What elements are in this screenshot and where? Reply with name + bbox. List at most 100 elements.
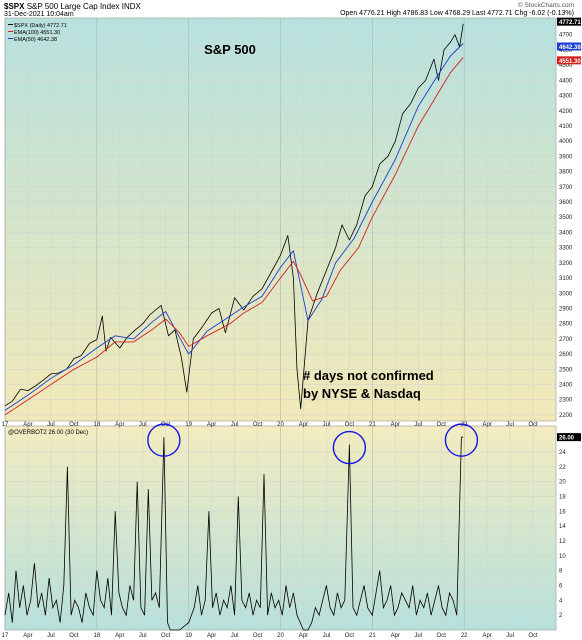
legend-entry: EMA(100) 4551.30	[14, 30, 60, 36]
price-x-tick-label: Oct	[437, 422, 447, 428]
indicator-x-tick-label: Oct	[161, 633, 171, 639]
price-y-tick-label: 3000	[559, 291, 573, 297]
price-x-tick-label: Jul	[414, 422, 422, 428]
indicator-panel-title: @OVERBOT2 26.00 (30 Dec)	[8, 430, 88, 436]
price-y-tick-label: 3300	[559, 246, 573, 252]
ema50-line	[4, 43, 464, 411]
price-series	[4, 23, 464, 416]
last-value-label: 4772.71	[559, 20, 581, 26]
price-y-tick-label: 3400	[559, 230, 573, 236]
indicator-y-tick-label: 8	[559, 569, 563, 575]
price-y-tick-label: 4400	[559, 78, 573, 84]
indicator-x-tick-label: 19	[185, 633, 192, 639]
price-y-tick-label: 2200	[559, 413, 573, 419]
price-y-tick-label: 2500	[559, 367, 573, 373]
highlight-circles	[147, 423, 479, 465]
index-name: S&P 500 Large Cap Index	[26, 2, 120, 11]
indicator-last-value-tag	[557, 433, 581, 442]
indicator-x-tick-label: Oct	[253, 633, 263, 639]
indicator-x-tick-label: Apr	[23, 633, 32, 639]
last-value-label: 4551.30	[559, 59, 581, 65]
annotation-text: # days not confirmed	[303, 368, 434, 383]
price-y-tick-label: 2800	[559, 322, 573, 328]
indicator-x-tick-label: Jul	[139, 633, 147, 639]
indicator-x-tick-label: Apr	[115, 633, 124, 639]
price-x-tick-label: 17	[2, 422, 9, 428]
legend-entry: EMA(50) 4642.38	[14, 37, 57, 43]
indicator-x-tick-label: Jul	[47, 633, 55, 639]
ema100-line	[4, 57, 464, 416]
legend-entry: $SPX (Daily) 4772.71	[14, 23, 67, 29]
indicator-x-tick-label: Jul	[323, 633, 331, 639]
indicator-y-tick-label: 14	[559, 524, 566, 530]
price-y-tick-label: 2600	[559, 352, 573, 358]
indicator-x-tick-label: Apr	[299, 633, 308, 639]
price-x-tick-label: Oct	[253, 422, 263, 428]
price-x-tick-label: Apr	[207, 422, 216, 428]
price-y-tick-label: 3500	[559, 215, 573, 221]
price-y-tick-label: 3600	[559, 200, 573, 206]
indicator-y-tick-label: 20	[559, 480, 566, 486]
price-y-tick-label: 3900	[559, 154, 573, 160]
chart-datetime: 31-Dec-2021 10:04am	[4, 11, 74, 18]
last-value-label: 4642.38	[559, 45, 581, 51]
ohlc-summary: Open 4776.21 High 4786.83 Low 4768.29 La…	[340, 10, 574, 17]
indicator-x-tick-label: Oct	[345, 633, 355, 639]
indicator-x-tick-label: Apr	[482, 633, 491, 639]
indicator-x-tick-label: Oct	[437, 633, 447, 639]
price-x-tick-label: Apr	[23, 422, 32, 428]
price-y-tick-label: 2300	[559, 398, 573, 404]
indicator-y-tick-label: 16	[559, 509, 566, 515]
chart-header-title: $SPX S&P 500 Large Cap Index INDX	[4, 2, 141, 11]
price-panel-title: S&P 500	[204, 42, 256, 57]
indicator-x-tick-label: 17	[2, 633, 9, 639]
price-y-tick-label: 4000	[559, 139, 573, 145]
indicator-x-tick-label: Apr	[207, 633, 216, 639]
last-value-tag	[557, 56, 581, 65]
price-x-tick-label: Oct	[161, 422, 171, 428]
price-x-tick-label: Jul	[139, 422, 147, 428]
price-y-tick-label: 2900	[559, 306, 573, 312]
symbol: $SPX	[4, 2, 25, 11]
annotation-text: by NYSE & Nasdaq	[303, 386, 421, 401]
price-y-tick-label: 2700	[559, 337, 573, 343]
price-y-tick-label: 3700	[559, 185, 573, 191]
indicator-y-tick-label: 10	[559, 554, 566, 560]
price-y-tick-label: 3800	[559, 170, 573, 176]
axis-tick-labels: 17 17 Apr Apr Jul Jul Oct Oct 18 18 Apr Apr Jul Jul Oc…	[2, 33, 573, 639]
price-x-tick-label: 20	[277, 422, 284, 428]
indicator-last-value-label: 26.00	[559, 436, 575, 442]
price-y-tick-label: 4200	[559, 109, 573, 115]
price-y-tick-label: 4300	[559, 94, 573, 100]
price-y-tick-label: 4500	[559, 63, 573, 69]
indicator-x-tick-label: 18	[93, 633, 100, 639]
price-x-tick-label: Jul	[506, 422, 514, 428]
exchange: INDX	[121, 2, 141, 11]
indicator-y-tick-label: 22	[559, 465, 566, 471]
peak-highlight-circle	[444, 423, 479, 457]
indicator-y-tick-label: 4	[559, 598, 563, 604]
indicator-x-tick-label: Jul	[506, 633, 514, 639]
price-x-tick-label: Oct	[345, 422, 355, 428]
price-x-tick-label: Apr	[482, 422, 491, 428]
credit: © StockCharts.com	[517, 2, 574, 9]
indicator-x-tick-label: Jul	[414, 633, 422, 639]
indicator-x-tick-label: Oct	[69, 633, 79, 639]
price-x-tick-label: Jul	[47, 422, 55, 428]
price-x-tick-label: Jul	[231, 422, 239, 428]
price-y-tick-label: 3100	[559, 276, 573, 282]
indicator-y-tick-label: 24	[559, 450, 566, 456]
price-x-tick-label: 19	[185, 422, 192, 428]
price-x-tick-label: Apr	[391, 422, 400, 428]
indicator-y-tick-label: 2	[559, 613, 563, 619]
price-y-tick-label: 4100	[559, 124, 573, 130]
indicator-x-tick-label: Jul	[231, 633, 239, 639]
indicator-x-tick-label: Oct	[528, 633, 538, 639]
indicator-x-tick-label: 21	[369, 633, 376, 639]
indicator-y-tick-label: 18	[559, 494, 566, 500]
indicator-y-tick-label: 6	[559, 583, 563, 589]
price-x-tick-label: Apr	[115, 422, 124, 428]
price-x-tick-label: Oct	[528, 422, 538, 428]
price-x-tick-label: 18	[93, 422, 100, 428]
